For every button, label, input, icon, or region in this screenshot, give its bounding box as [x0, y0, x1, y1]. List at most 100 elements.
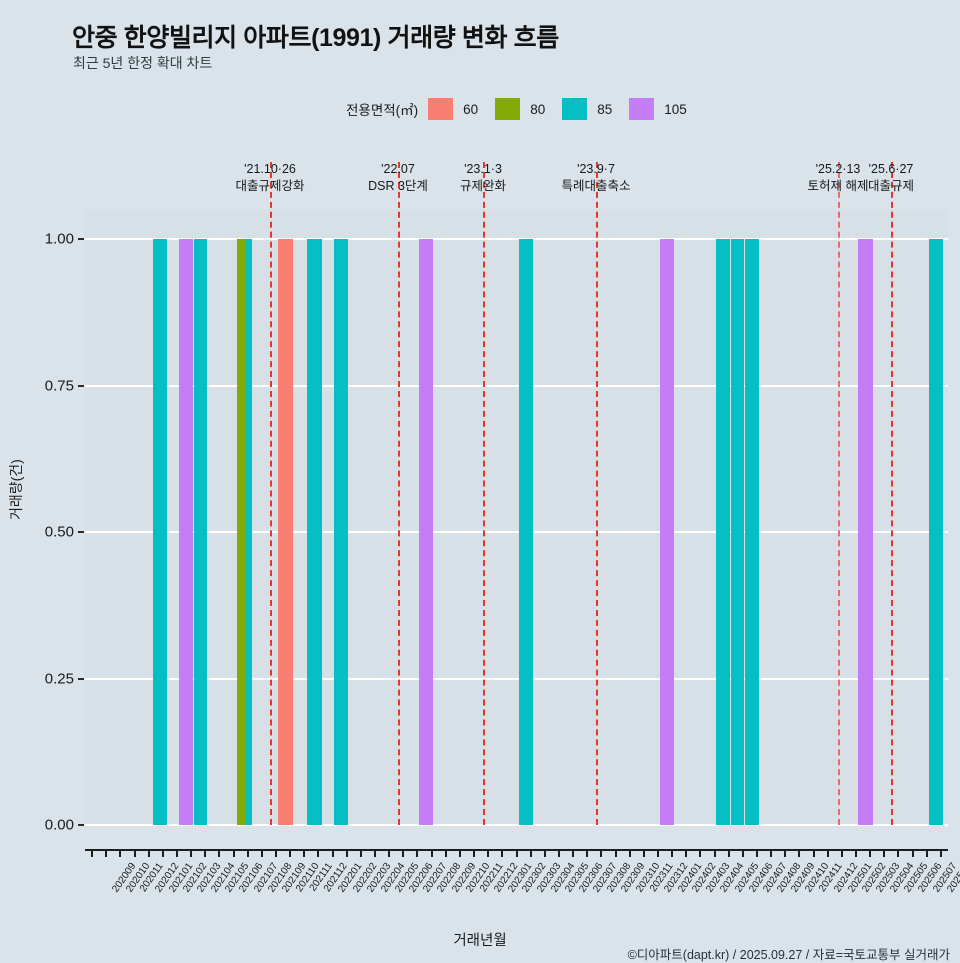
- x-tick-mark: [826, 849, 829, 857]
- bar-202407-85[interactable]: [731, 239, 744, 825]
- event-text: DSR 3단계: [368, 178, 428, 193]
- event-line-202506: [891, 162, 893, 825]
- y-tick-mark: [78, 238, 84, 241]
- legend-label-85: 85: [597, 101, 613, 117]
- bar-202503-105[interactable]: [858, 239, 873, 825]
- legend-swatch-85: [562, 98, 588, 120]
- x-tick-mark: [359, 849, 362, 857]
- event-annotation-202110: '21.10·26 대출규제강화: [235, 162, 304, 195]
- bar-202208-105[interactable]: [419, 239, 433, 825]
- x-tick-mark: [260, 849, 263, 857]
- event-text: 대출규제강화: [235, 178, 305, 193]
- x-tick-mark: [713, 849, 716, 857]
- event-annotation-202309: '23.9·7 특례대출축소: [561, 162, 630, 195]
- bar-202111-60[interactable]: [278, 239, 293, 825]
- x-tick-mark: [727, 849, 730, 857]
- gridline: [85, 238, 948, 241]
- bar-202101-85[interactable]: [153, 239, 167, 825]
- page-subtitle: 최근 5년 한정 확대 차트: [73, 55, 213, 71]
- y-tick-label: 0.75: [44, 377, 74, 395]
- x-tick-mark: [869, 849, 872, 857]
- x-tick-mark: [147, 849, 150, 857]
- x-tick-mark: [812, 849, 815, 857]
- y-tick-label: 0.50: [44, 523, 74, 541]
- legend-item-80[interactable]: 80: [495, 98, 557, 120]
- bar-202107-80[interactable]: [237, 239, 246, 825]
- legend-item-105[interactable]: 105: [629, 98, 699, 120]
- x-tick-mark: [897, 849, 900, 857]
- x-tick-mark: [91, 849, 94, 857]
- event-annotation-202502: '25.2·13 토허제 해제: [808, 162, 869, 195]
- gridline: [85, 824, 948, 826]
- x-tick-mark: [161, 849, 164, 857]
- x-tick-mark: [119, 849, 122, 857]
- x-tick-mark: [756, 849, 758, 857]
- x-axis-label: 거래년월: [453, 933, 507, 949]
- bar-202105-85[interactable]: [194, 239, 207, 825]
- x-tick-mark: [614, 849, 617, 857]
- x-tick-mark: [402, 849, 405, 857]
- legend: 전용면적(㎡) 60 80 85 105: [346, 98, 704, 120]
- y-tick-mark: [78, 531, 84, 534]
- x-tick-mark: [274, 849, 277, 857]
- y-tick-label: 0.00: [44, 816, 74, 834]
- x-tick-mark: [741, 849, 744, 857]
- event-text: 규제완화: [459, 178, 507, 193]
- event-line-202301: [483, 162, 485, 825]
- legend-title: 전용면적(㎡): [346, 103, 419, 118]
- x-tick-mark: [246, 849, 249, 857]
- event-date: '25.6·27: [868, 162, 914, 176]
- bar-202509-85[interactable]: [929, 239, 943, 825]
- bar-202406-85[interactable]: [716, 239, 730, 825]
- event-date: '23.1·3: [464, 162, 502, 176]
- x-tick-mark: [388, 849, 391, 857]
- legend-label-105: 105: [664, 101, 687, 117]
- bar-202107b-85[interactable]: [246, 239, 252, 825]
- event-date: '22.07: [381, 162, 415, 176]
- y-tick-label: 1.00: [44, 230, 74, 248]
- footer-credit: ©디아파트(dapt.kr) / 2025.09.27 / 자료=국토교통부 실…: [627, 948, 950, 962]
- x-tick-mark: [218, 849, 221, 857]
- x-tick-mark: [430, 849, 433, 857]
- bar-202312-105[interactable]: [660, 239, 674, 825]
- x-tick-mark: [628, 849, 631, 857]
- x-tick-mark: [190, 849, 193, 857]
- x-tick-mark: [331, 849, 334, 857]
- event-annotation-202207: '22.07 DSR 3단계: [368, 162, 428, 195]
- x-tick-mark: [911, 849, 914, 857]
- x-tick-mark: [642, 849, 645, 857]
- x-tick-mark: [232, 849, 235, 857]
- event-line-202110: [270, 162, 272, 825]
- x-tick-mark: [345, 849, 348, 857]
- y-axis-label: 거래량(건): [8, 459, 24, 520]
- y-tick-mark: [78, 384, 84, 387]
- event-annotation-202506: '25.6·27 대출규제: [868, 162, 914, 195]
- x-tick-mark: [473, 849, 476, 857]
- legend-item-85[interactable]: 85: [562, 98, 624, 120]
- x-tick-mark: [487, 849, 490, 857]
- x-tick-mark: [317, 849, 320, 857]
- gridline: [85, 531, 948, 534]
- y-tick-mark: [78, 677, 84, 680]
- x-tick-mark: [501, 849, 504, 857]
- x-tick-mark: [840, 849, 843, 857]
- bar-202408-85[interactable]: [745, 239, 759, 825]
- legend-swatch-105: [629, 98, 655, 120]
- bar-202303-85[interactable]: [519, 239, 533, 825]
- x-tick-mark: [444, 849, 447, 857]
- bar-202203-85[interactable]: [334, 239, 348, 825]
- x-tick-mark: [543, 849, 546, 857]
- legend-item-60[interactable]: 60: [428, 98, 490, 120]
- x-tick-mark: [770, 849, 773, 857]
- event-date: '25.2·13: [815, 162, 861, 176]
- x-tick-mark: [204, 849, 207, 857]
- plot-area: [85, 162, 948, 826]
- x-tick-mark: [458, 849, 461, 857]
- legend-swatch-60: [428, 98, 454, 120]
- x-tick-mark: [175, 849, 178, 857]
- bar-202201-85[interactable]: [307, 239, 322, 825]
- bar-202104-105[interactable]: [179, 239, 193, 825]
- event-text: 특례대출축소: [561, 178, 631, 193]
- x-tick-mark: [798, 849, 801, 857]
- x-tick-mark: [656, 849, 659, 857]
